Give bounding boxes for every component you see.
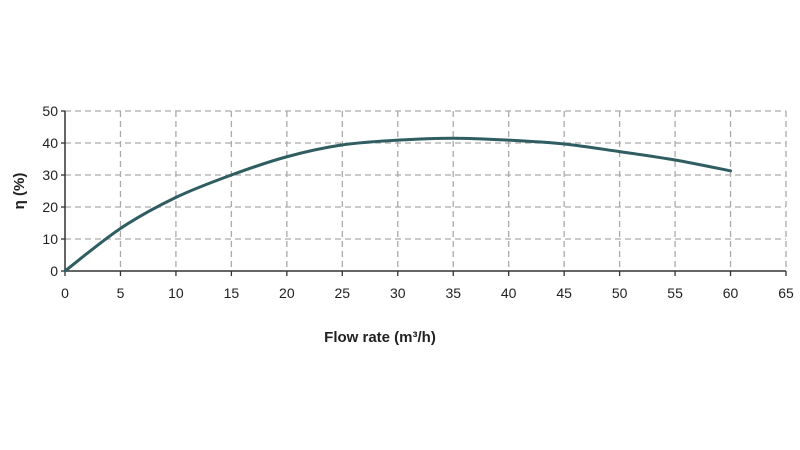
x-tick-label: 15 <box>224 285 240 301</box>
x-tick-label: 55 <box>667 285 683 301</box>
x-tick-label: 50 <box>612 285 628 301</box>
x-tick-label: 40 <box>501 285 517 301</box>
x-tick-labels: 0 5 10 15 20 25 30 35 40 45 50 55 60 65 <box>61 285 794 301</box>
x-tick-label: 0 <box>61 285 69 301</box>
y-tick-label: 50 <box>42 103 58 119</box>
y-tick-label: 30 <box>42 167 58 183</box>
x-tick-label: 35 <box>445 285 461 301</box>
x-tick-label: 60 <box>723 285 739 301</box>
x-tick-label: 5 <box>117 285 125 301</box>
y-tick-label: 40 <box>42 135 58 151</box>
axes <box>61 110 787 276</box>
y-axis-label: η (%) <box>11 173 28 210</box>
x-tick-label: 30 <box>390 285 406 301</box>
grid <box>65 110 787 271</box>
efficiency-curve <box>63 136 733 273</box>
x-tick-label: 45 <box>556 285 572 301</box>
x-tick-label: 65 <box>778 285 794 301</box>
x-axis-label: Flow rate (m³/h) <box>324 329 436 346</box>
y-tick-label: 0 <box>50 263 58 279</box>
y-tick-label: 20 <box>42 199 58 215</box>
y-tick-label: 10 <box>42 231 58 247</box>
x-tick-label: 25 <box>335 285 351 301</box>
x-tick-label: 10 <box>168 285 184 301</box>
x-tick-label: 20 <box>279 285 295 301</box>
y-tick-labels: 0 10 20 30 40 50 <box>42 103 58 279</box>
